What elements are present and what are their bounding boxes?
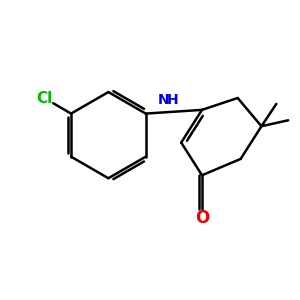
Text: O: O [195, 209, 209, 227]
Text: H: H [167, 93, 178, 107]
Text: Cl: Cl [36, 91, 52, 106]
Text: N: N [158, 93, 169, 107]
